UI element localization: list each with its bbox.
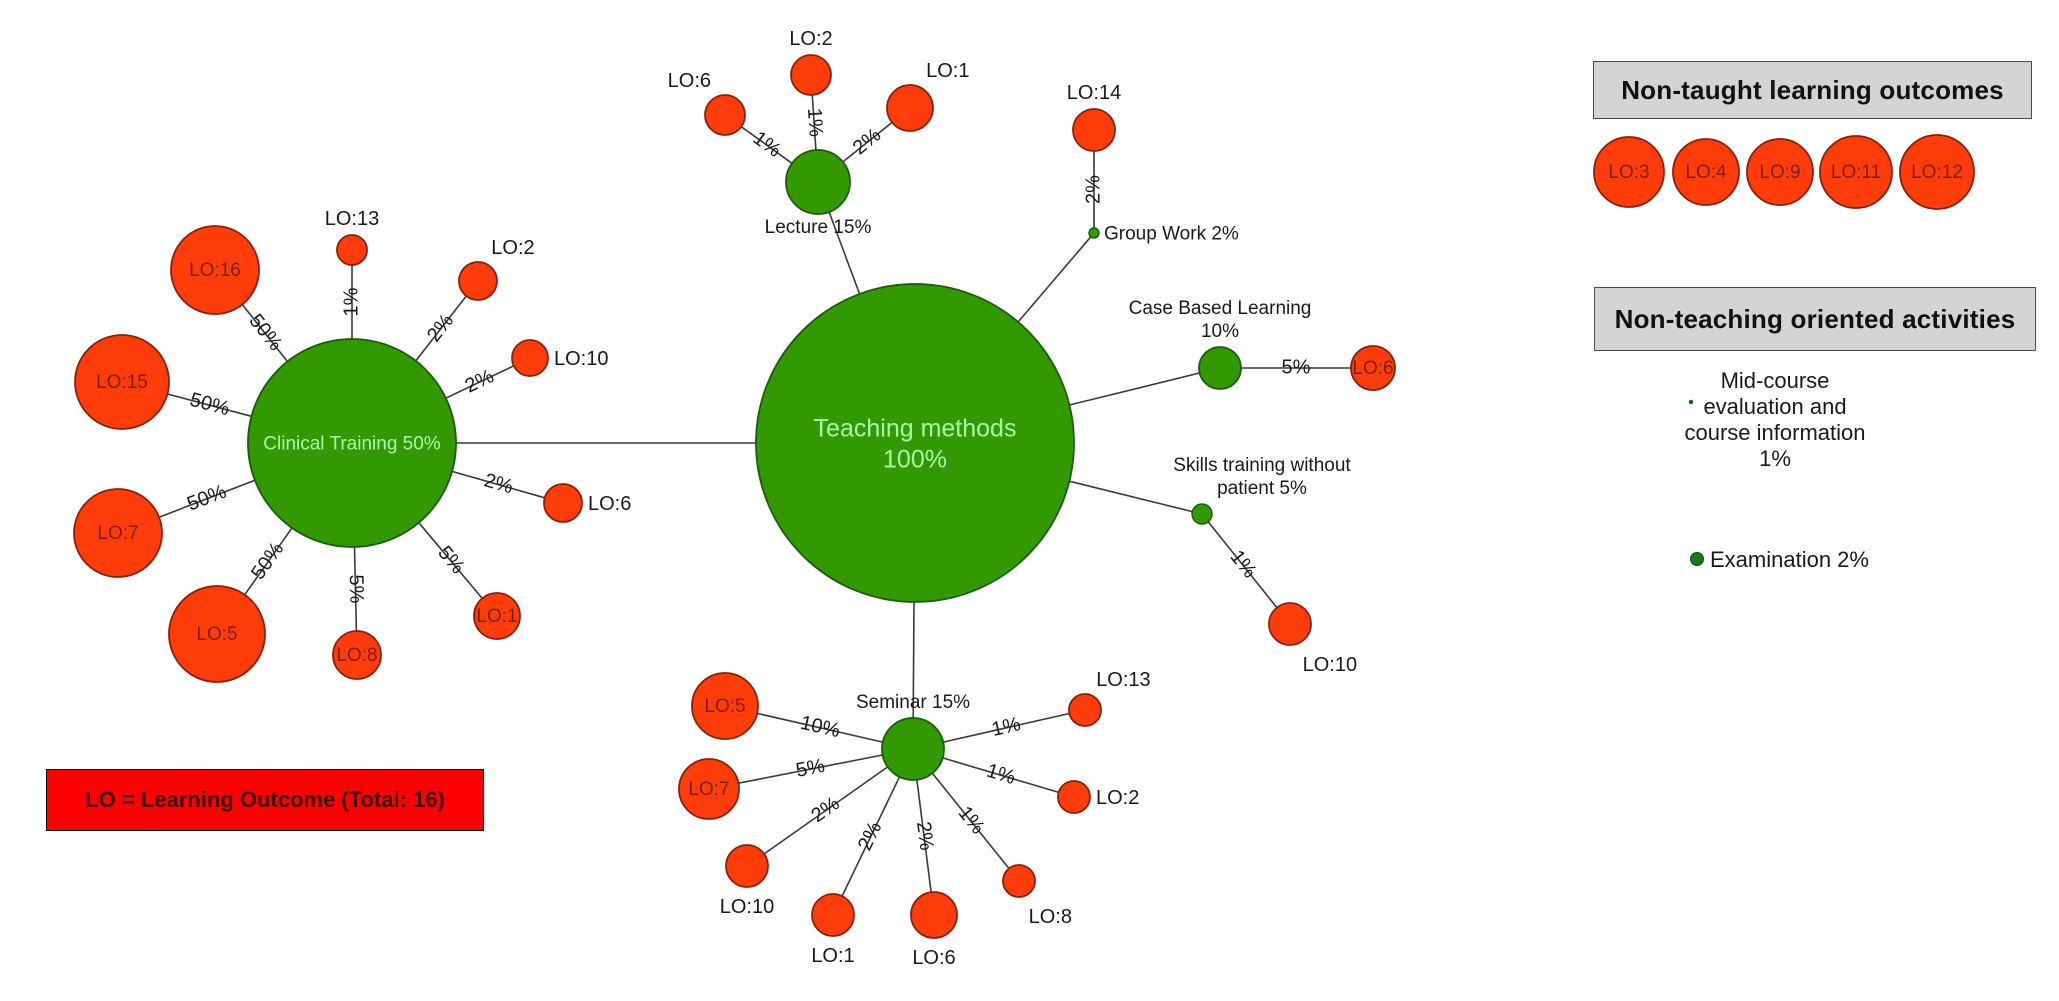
svg-text:LO:1: LO:1 bbox=[476, 606, 517, 627]
svg-text:LO:8: LO:8 bbox=[1029, 906, 1072, 928]
svg-text:LO:12: LO:12 bbox=[1911, 162, 1963, 183]
svg-text:Teaching methods: Teaching methods bbox=[814, 414, 1017, 442]
svg-text:2%: 2% bbox=[912, 820, 937, 852]
svg-text:LO:9: LO:9 bbox=[1759, 162, 1800, 183]
svg-text:LO:3: LO:3 bbox=[1608, 162, 1649, 183]
svg-text:LO:15: LO:15 bbox=[96, 372, 148, 393]
svg-text:LO:6: LO:6 bbox=[912, 947, 955, 969]
svg-text:LO:2: LO:2 bbox=[491, 237, 534, 259]
svg-text:LO:2: LO:2 bbox=[789, 28, 832, 50]
svg-text:LO:10: LO:10 bbox=[1303, 654, 1357, 676]
svg-text:LO:8: LO:8 bbox=[336, 645, 377, 666]
svg-text:100%: 100% bbox=[883, 445, 947, 473]
svg-text:LO:11: LO:11 bbox=[1831, 162, 1881, 183]
svg-text:LO:10: LO:10 bbox=[554, 348, 608, 370]
svg-text:LO:13: LO:13 bbox=[1096, 669, 1150, 691]
svg-text:1%: 1% bbox=[803, 107, 827, 137]
svg-text:1%: 1% bbox=[340, 287, 362, 316]
svg-text:10%: 10% bbox=[1201, 321, 1239, 342]
svg-text:5%: 5% bbox=[345, 574, 368, 604]
svg-text:LO:6: LO:6 bbox=[1352, 358, 1393, 379]
svg-text:LO:1: LO:1 bbox=[926, 60, 969, 82]
svg-text:LO:10: LO:10 bbox=[720, 896, 774, 918]
svg-text:5%: 5% bbox=[1282, 356, 1311, 378]
svg-text:Skills training without: Skills training without bbox=[1173, 455, 1351, 476]
svg-text:patient 5%: patient 5% bbox=[1217, 478, 1307, 499]
svg-text:Clinical Training 50%: Clinical Training 50% bbox=[263, 434, 441, 455]
svg-text:LO:4: LO:4 bbox=[1685, 162, 1727, 183]
svg-text:LO:6: LO:6 bbox=[588, 493, 631, 515]
svg-text:LO:2: LO:2 bbox=[1096, 787, 1139, 809]
svg-text:LO:1: LO:1 bbox=[811, 945, 854, 967]
svg-text:LO:5: LO:5 bbox=[196, 624, 237, 645]
svg-text:LO:13: LO:13 bbox=[325, 208, 379, 230]
svg-text:LO:7: LO:7 bbox=[688, 779, 729, 800]
svg-text:evaluation and: evaluation and bbox=[1703, 394, 1846, 419]
svg-text:LO:6: LO:6 bbox=[668, 70, 711, 92]
svg-text:Case Based Learning: Case Based Learning bbox=[1129, 298, 1312, 319]
svg-text:course information: course information bbox=[1685, 420, 1866, 445]
svg-text:LO:5: LO:5 bbox=[704, 696, 745, 717]
svg-text:Lecture 15%: Lecture 15% bbox=[765, 217, 872, 238]
svg-text:LO:7: LO:7 bbox=[97, 523, 138, 544]
svg-text:LO:16: LO:16 bbox=[189, 260, 241, 281]
svg-text:LO:14: LO:14 bbox=[1067, 82, 1121, 104]
svg-text:Group Work 2%: Group Work 2% bbox=[1104, 224, 1239, 245]
svg-text:Examination 2%: Examination 2% bbox=[1710, 547, 1869, 572]
svg-text:Seminar 15%: Seminar 15% bbox=[856, 692, 970, 713]
svg-text:2%: 2% bbox=[1082, 175, 1104, 204]
svg-text:Mid-course: Mid-course bbox=[1721, 368, 1830, 393]
svg-text:1%: 1% bbox=[1759, 446, 1791, 471]
